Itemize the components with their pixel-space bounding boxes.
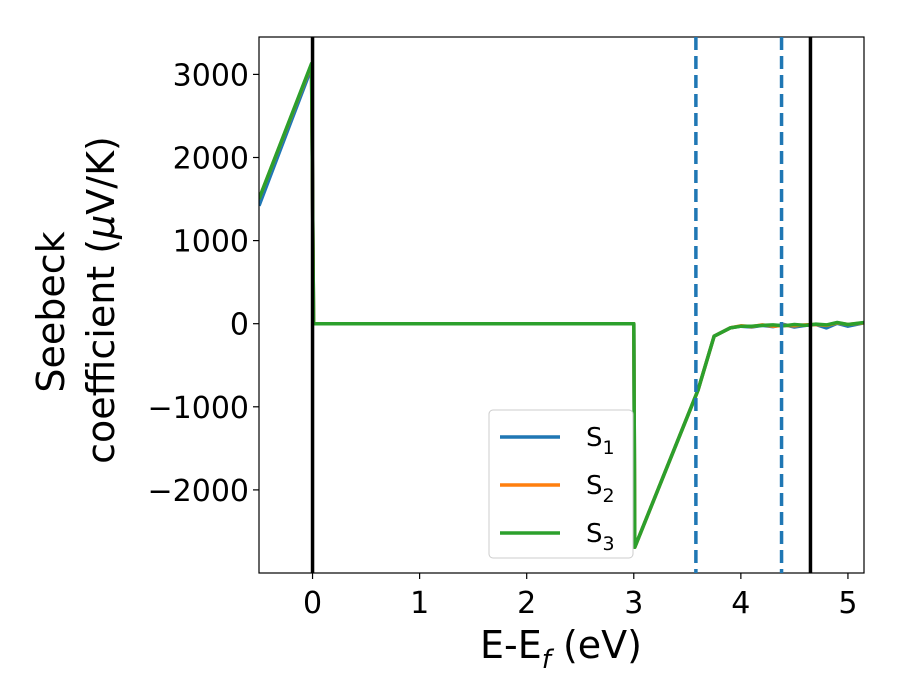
x-tick-label: 5 <box>838 586 857 621</box>
series-layer <box>259 61 864 549</box>
legend-box <box>488 409 634 559</box>
y-tick-label: 1000 <box>173 225 249 260</box>
legend-label-s1: S1 <box>586 423 615 459</box>
y-axis: 3000 2000 1000 0 −1000 −2000 <box>148 58 259 509</box>
y-tick-label: 0 <box>230 308 249 343</box>
y-tick-label: −2000 <box>148 474 249 509</box>
series-line-s3 <box>259 61 864 549</box>
x-tick-label: 3 <box>624 586 643 621</box>
x-tick-label: 0 <box>303 586 322 621</box>
x-tick-label: 2 <box>517 586 536 621</box>
legend-label-s2: S2 <box>586 471 615 507</box>
y-tick-label: −1000 <box>148 391 249 426</box>
legend-label-s3: S3 <box>586 519 615 555</box>
y-axis-title-line2: coefficient (μV/K) <box>79 136 123 464</box>
x-tick-label: 4 <box>731 586 750 621</box>
y-tick-label: 2000 <box>173 141 249 176</box>
legend: S1 S2 S3 <box>488 409 634 559</box>
x-axis: 0 1 2 3 4 5 <box>303 573 857 621</box>
y-axis-title-line1: Seebeck <box>29 231 73 392</box>
y-tick-label: 3000 <box>173 58 249 93</box>
plot-frame <box>258 36 865 574</box>
x-axis-title: E-Ef (eV) <box>480 623 642 675</box>
y-axis-title: Seebeck coefficient (μV/K) <box>29 136 123 464</box>
x-tick-label: 1 <box>410 586 429 621</box>
